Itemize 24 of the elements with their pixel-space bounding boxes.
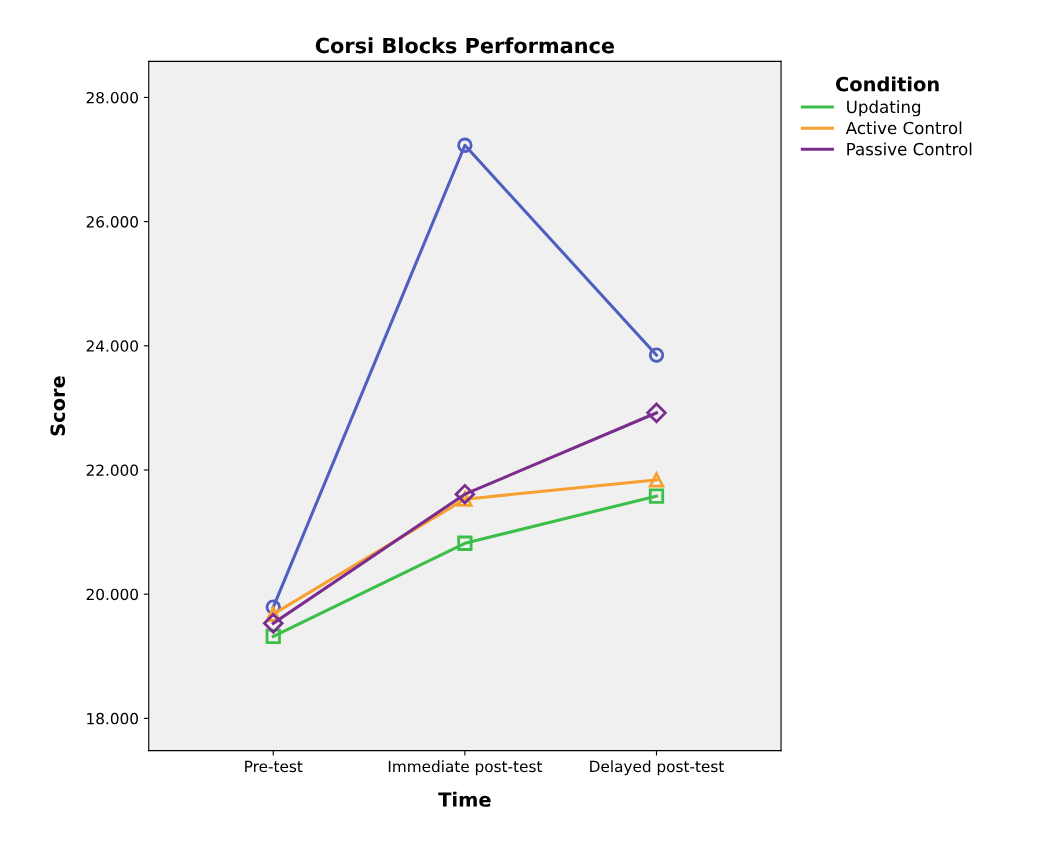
point: [648, 347, 665, 363]
y-tick-label: 26.000: [86, 216, 138, 228]
point: [263, 613, 284, 634]
y-tick-label: 24.000: [86, 340, 138, 352]
y-tick-label: 18.000: [87, 712, 138, 725]
x-tick-label: Delayed post-test: [590, 760, 724, 776]
point: [646, 402, 667, 424]
y-tick-label: 28.000: [86, 91, 138, 104]
x-axis-title: Time: [438, 791, 491, 807]
chart-title: Corsi Blocks Performance: [315, 37, 614, 54]
x-tick-label: Immediate post-test: [388, 760, 543, 776]
point: [648, 472, 665, 488]
point: [454, 483, 476, 505]
legend-label: Updating: [847, 100, 921, 117]
point: [648, 488, 665, 504]
x-tick-label: Pre-test: [245, 760, 303, 773]
point: [457, 137, 473, 153]
legend-label: Active Control: [845, 121, 962, 135]
legend-label: Passive Control: [847, 142, 972, 156]
y-axis-title: Score: [50, 376, 66, 436]
legend-title: Condition: [835, 76, 939, 92]
point: [457, 535, 473, 551]
y-tick-label: 20.000: [86, 588, 138, 601]
y-tick-label: 22.000: [86, 464, 138, 476]
